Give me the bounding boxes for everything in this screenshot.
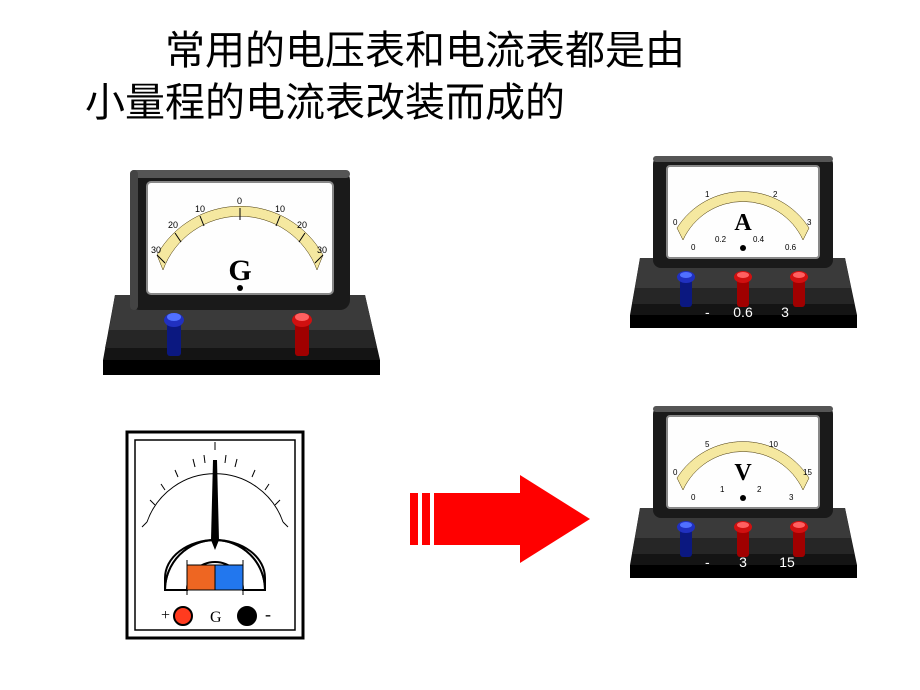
svg-text:20: 20 [297, 220, 307, 230]
svg-text:15: 15 [803, 468, 812, 477]
svg-text:10: 10 [275, 204, 285, 214]
svg-text:20: 20 [168, 220, 178, 230]
svg-text:-: - [265, 604, 271, 624]
voltmeter-letter: V [734, 460, 752, 486]
svg-text:10: 10 [195, 204, 205, 214]
svg-text:0: 0 [691, 243, 696, 252]
svg-text:30: 30 [151, 245, 161, 255]
arrow-icon [410, 475, 590, 568]
galvanometer-3d: 30 20 10 0 10 20 30 G [95, 160, 385, 390]
svg-text:2: 2 [773, 190, 778, 199]
diagram-letter: G [210, 609, 222, 626]
svg-text:0.4: 0.4 [753, 235, 765, 244]
slide: 常用的电压表和电流表都是由 小量程的电流表改装而成的 [0, 0, 920, 690]
terminal-blue [164, 313, 184, 356]
svg-text:-: - [705, 554, 710, 570]
voltmeter: 0 5 10 15 0 1 2 3 V [625, 400, 860, 590]
galvanometer-letter: G [228, 254, 251, 287]
svg-text:15: 15 [779, 554, 795, 570]
svg-text:1: 1 [705, 190, 710, 199]
svg-text:30: 30 [317, 245, 327, 255]
svg-text:3: 3 [739, 554, 747, 570]
terminal-red [292, 313, 312, 356]
svg-text:3: 3 [781, 304, 789, 320]
ammeter: 0 1 2 3 0 0.2 0.4 0.6 A [625, 150, 860, 340]
title-block: 常用的电压表和电流表都是由 小量程的电流表改装而成的 [85, 25, 880, 129]
title-line-1: 常用的电压表和电流表都是由 [85, 25, 880, 77]
svg-text:0.6: 0.6 [785, 243, 797, 252]
ammeter-letter: A [734, 210, 752, 236]
svg-text:3: 3 [789, 493, 794, 502]
svg-text:2: 2 [757, 485, 762, 494]
svg-text:10: 10 [769, 440, 778, 449]
svg-text:+: + [161, 607, 170, 624]
svg-text:0: 0 [673, 468, 678, 477]
svg-text:0: 0 [691, 493, 696, 502]
svg-text:0: 0 [237, 196, 242, 206]
title-line-2: 小量程的电流表改装而成的 [85, 77, 880, 129]
svg-text:0.6: 0.6 [733, 304, 753, 320]
svg-text:0: 0 [673, 218, 678, 227]
meters-area: 30 20 10 0 10 20 30 G [0, 150, 920, 680]
svg-text:1: 1 [720, 485, 725, 494]
svg-text:5: 5 [705, 440, 710, 449]
svg-text:3: 3 [807, 218, 812, 227]
svg-text:0.2: 0.2 [715, 235, 727, 244]
galvanometer-diagram: + G - [125, 430, 305, 645]
svg-text:-: - [705, 304, 710, 320]
